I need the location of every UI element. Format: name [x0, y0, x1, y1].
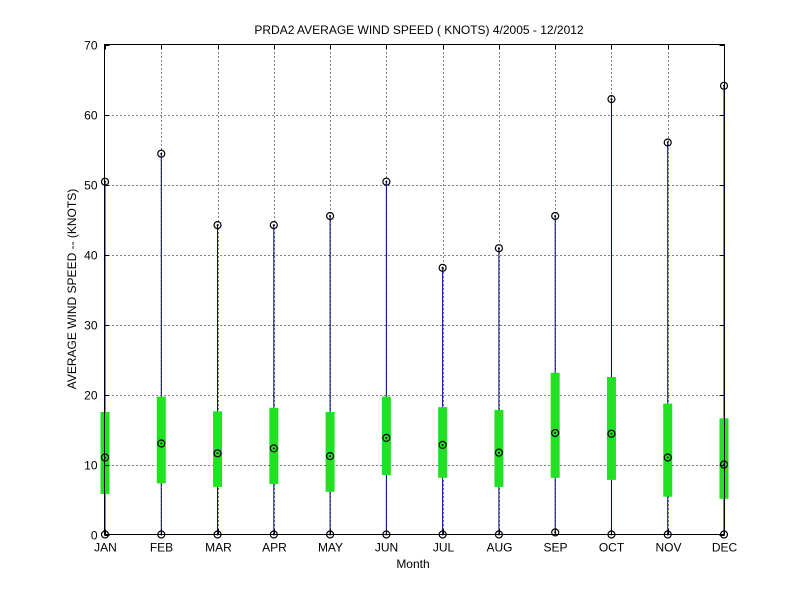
x-tick-label: OCT: [599, 541, 625, 555]
x-tick-label: JUN: [375, 541, 398, 555]
max-marker: [607, 94, 616, 104]
max-marker: [157, 149, 166, 158]
x-tick-label: NOV: [655, 541, 681, 555]
x-tick-label: SEP: [543, 541, 567, 555]
y-tick-label: 60: [84, 109, 98, 123]
max-marker-dot: [554, 215, 557, 217]
x-tick-label: AUG: [486, 541, 512, 555]
median-marker-dot: [610, 432, 613, 435]
box-apr: [269, 407, 279, 485]
max-marker-dot: [610, 98, 613, 101]
x-tick-label: JUL: [433, 541, 455, 555]
box-may: [325, 412, 335, 492]
max-marker-dot: [385, 180, 388, 183]
median-marker: [157, 439, 166, 448]
max-marker-dot: [272, 224, 275, 227]
y-tick-label: 30: [84, 319, 98, 333]
min-marker: [551, 528, 560, 537]
y-tick-label: 40: [84, 249, 98, 263]
max-marker: [269, 221, 278, 230]
max-marker-dot: [666, 141, 669, 144]
x-tick-label: DEC: [712, 541, 738, 555]
max-marker: [494, 244, 504, 253]
box-sep: [550, 372, 560, 478]
median-marker: [269, 444, 278, 453]
median-marker-dot: [666, 456, 669, 459]
median-marker: [663, 453, 672, 462]
median-marker-dot: [497, 451, 500, 454]
median-marker-dot: [160, 442, 163, 445]
median-marker-dot: [385, 436, 388, 439]
max-marker: [382, 177, 391, 186]
plot-frame: [104, 44, 725, 535]
max-marker: [551, 211, 560, 221]
box-oct: [606, 377, 616, 480]
y-tick-label: 70: [84, 39, 98, 53]
max-marker: [325, 211, 335, 221]
y-tick-label: 0: [91, 529, 98, 543]
median-marker: [325, 452, 335, 461]
y-tick-label: 20: [84, 389, 98, 403]
median-marker: [213, 449, 222, 458]
box-jun: [381, 396, 391, 475]
median-marker: [494, 448, 504, 457]
max-marker: [438, 263, 447, 272]
x-tick-label: JAN: [94, 541, 117, 555]
box-nov: [663, 403, 673, 497]
x-tick-label: MAR: [205, 541, 232, 555]
median-marker-dot: [216, 452, 219, 455]
y-tick-label: 10: [84, 459, 98, 473]
chart-title: PRDA2 AVERAGE WIND SPEED ( KNOTS) 4/2005…: [254, 23, 584, 37]
box-jul: [438, 407, 448, 478]
median-marker: [551, 428, 560, 438]
box-aug: [494, 409, 504, 487]
y-axis-label: AVERAGE WIND SPEED -- (KNOTS): [65, 189, 79, 389]
max-marker: [663, 138, 672, 147]
x-tick-label: FEB: [150, 541, 173, 555]
max-marker-dot: [160, 152, 163, 155]
max-marker-dot: [329, 215, 332, 217]
y-axis: 0 10 20 30 40 50 60 70: [84, 39, 725, 543]
median-marker-dot: [272, 447, 275, 450]
grid: [104, 44, 725, 535]
median-marker: [607, 429, 616, 438]
y-tick-label: 50: [84, 179, 98, 193]
plot-area: [100, 81, 729, 539]
x-tick-label: MAY: [318, 541, 343, 555]
x-axis: JAN FEB MAR APR MAY JUN JUL AUG SEP OCT NOV DEC: [94, 44, 738, 555]
box-mar: [213, 411, 223, 487]
median-marker-dot: [329, 455, 332, 458]
median-marker: [382, 433, 391, 442]
max-marker-dot: [216, 224, 219, 227]
x-tick-label: APR: [262, 541, 287, 555]
median-marker-dot: [441, 443, 444, 446]
median-marker-dot: [554, 432, 557, 434]
max-marker: [213, 221, 222, 230]
max-marker-dot: [441, 266, 444, 269]
max-marker-dot: [497, 247, 500, 250]
x-axis-label: Month: [396, 557, 429, 571]
median-marker: [438, 440, 447, 449]
